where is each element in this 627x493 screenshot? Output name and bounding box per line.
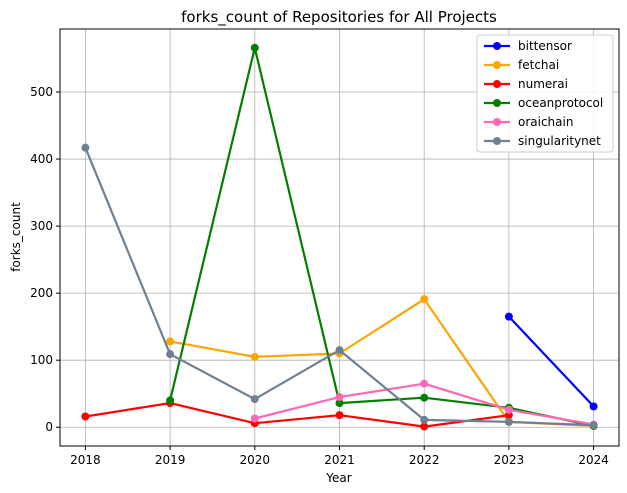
data-point-singularitynet (81, 143, 90, 152)
data-point-singularitynet (166, 350, 175, 359)
series-line-oceanprotocol (169, 46, 594, 427)
x-tick-label: 2022 (409, 453, 440, 467)
data-point-fetchai (166, 337, 175, 346)
legend-label-fetchai: fetchai (518, 58, 559, 72)
x-tick-label: 2020 (240, 453, 271, 467)
data-point-oceanprotocol (166, 396, 175, 405)
data-point-fetchai (250, 352, 259, 361)
legend-label-oceanprotocol: oceanprotocol (518, 96, 603, 110)
data-point-numerai (335, 411, 344, 420)
y-tick-label: 400 (30, 152, 53, 166)
axis-ticks: 2018 2019 2020 2021 2022 2023 2024 0 100 200 300 40… (30, 85, 609, 467)
data-point-oraichain (420, 379, 429, 388)
data-point-numerai (420, 422, 429, 431)
chart-title: forks_count of Repositories for All Proj… (181, 8, 497, 27)
x-tick-label: 2021 (324, 453, 355, 467)
legend-marker-numerai (493, 80, 501, 88)
data-point-numerai (81, 412, 90, 421)
legend-label-bittensor: bittensor (518, 39, 572, 53)
series-lines (81, 43, 598, 431)
series-fetchai (166, 295, 598, 430)
data-point-singularitynet (335, 346, 344, 355)
y-tick-label: 0 (45, 420, 53, 434)
series-singularitynet (81, 143, 598, 430)
data-point-fetchai (420, 295, 429, 304)
y-tick-label: 500 (30, 85, 53, 99)
legend-label-numerai: numerai (518, 77, 568, 91)
x-axis-label: Year (325, 471, 351, 485)
data-point-bittensor (504, 312, 513, 321)
series-line-fetchai (169, 298, 594, 427)
data-point-singularitynet (420, 415, 429, 424)
data-point-singularitynet (250, 395, 259, 404)
legend-marker-singularitynet (493, 137, 501, 145)
data-point-oceanprotocol (250, 43, 259, 52)
data-point-oraichain (504, 405, 513, 414)
legend-label-oraichain: oraichain (518, 115, 573, 129)
legend-label-singularitynet: singularitynet (518, 134, 601, 148)
x-tick-label: 2019 (155, 453, 186, 467)
legend: bittensor fetchai numerai oceanprotocol orai… (476, 34, 614, 153)
series-line-numerai (85, 402, 510, 428)
legend-box (476, 34, 614, 153)
data-point-oceanprotocol (335, 399, 344, 408)
legend-marker-oceanprotocol (493, 99, 501, 107)
data-point-oraichain (335, 393, 344, 402)
series-numerai (81, 399, 513, 431)
data-point-oraichain (250, 414, 259, 423)
data-point-oceanprotocol (420, 393, 429, 402)
legend-marker-fetchai (493, 61, 501, 69)
y-tick-label: 300 (30, 219, 53, 233)
x-tick-label: 2023 (494, 453, 525, 467)
y-tick-label: 200 (30, 286, 53, 300)
y-tick-label: 100 (30, 353, 53, 367)
data-point-singularitynet (504, 417, 513, 426)
data-point-singularitynet (589, 421, 598, 430)
series-line-bittensor (508, 315, 595, 408)
data-point-bittensor (589, 402, 598, 411)
legend-marker-oraichain (493, 118, 501, 126)
x-tick-label: 2018 (70, 453, 101, 467)
x-tick-label: 2024 (578, 453, 609, 467)
y-axis-label: forks_count (9, 202, 23, 272)
legend-marker-bittensor (493, 42, 501, 50)
series-bittensor (504, 312, 598, 411)
